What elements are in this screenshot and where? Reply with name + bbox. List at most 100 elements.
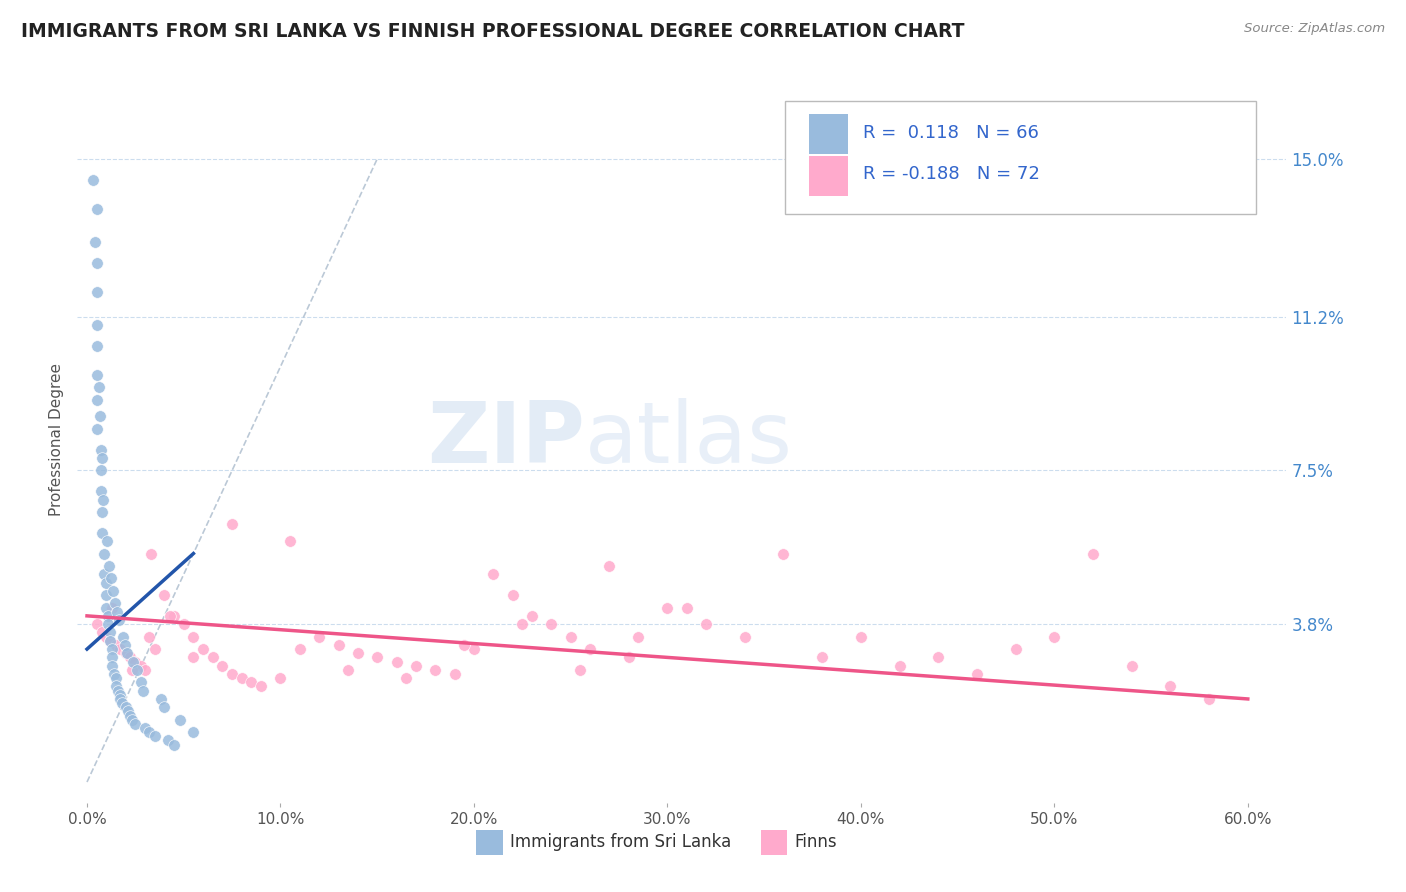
Point <box>129 658 152 673</box>
Point <box>1198 692 1220 706</box>
Point <box>93 492 115 507</box>
Point <box>201 650 224 665</box>
Point <box>124 655 146 669</box>
Point <box>101 650 124 665</box>
Point <box>395 671 418 685</box>
Point <box>105 671 128 685</box>
Point <box>1159 680 1181 694</box>
Point <box>96 534 118 549</box>
Text: R =  0.118   N = 66: R = 0.118 N = 66 <box>863 123 1039 142</box>
Point <box>83 235 105 249</box>
Point <box>104 596 127 610</box>
Point <box>221 667 243 681</box>
Text: Finns: Finns <box>794 833 837 852</box>
Point <box>385 655 408 669</box>
Point <box>111 630 134 644</box>
Point <box>108 692 131 706</box>
Point <box>163 738 186 752</box>
Point <box>211 658 233 673</box>
Point <box>173 617 195 632</box>
Text: Immigrants from Sri Lanka: Immigrants from Sri Lanka <box>510 833 731 852</box>
Point <box>139 547 162 561</box>
Point <box>98 625 121 640</box>
Point <box>337 663 360 677</box>
Point <box>91 505 114 519</box>
Point <box>108 642 131 657</box>
Point <box>138 725 160 739</box>
Point <box>121 713 143 727</box>
Point <box>96 575 118 590</box>
Point <box>347 646 370 660</box>
Point <box>90 442 112 457</box>
Point <box>138 630 160 644</box>
Point <box>889 658 911 673</box>
Point <box>579 642 602 657</box>
Point <box>86 318 108 332</box>
Bar <box>477 830 503 855</box>
Point <box>114 646 136 660</box>
Point <box>1043 630 1066 644</box>
Point <box>143 642 166 657</box>
Point <box>115 646 138 660</box>
Point <box>927 650 949 665</box>
Point <box>772 547 794 561</box>
Point <box>114 638 136 652</box>
Text: Source: ZipAtlas.com: Source: ZipAtlas.com <box>1244 22 1385 36</box>
Point <box>569 663 592 677</box>
Point <box>87 380 110 394</box>
Point <box>598 559 620 574</box>
Point <box>108 613 131 627</box>
Point <box>405 658 427 673</box>
Point <box>520 608 543 623</box>
Point <box>82 172 104 186</box>
Point <box>1081 547 1104 561</box>
Point <box>90 450 112 465</box>
Text: IMMIGRANTS FROM SRI LANKA VS FINNISH PROFESSIONAL DEGREE CORRELATION CHART: IMMIGRANTS FROM SRI LANKA VS FINNISH PRO… <box>21 22 965 41</box>
Point <box>111 696 134 710</box>
Point <box>453 638 475 652</box>
FancyBboxPatch shape <box>785 102 1257 214</box>
Point <box>101 600 124 615</box>
Point <box>240 675 263 690</box>
Point <box>463 642 485 657</box>
Point <box>118 650 141 665</box>
Point <box>89 409 111 424</box>
Point <box>159 608 181 623</box>
Point <box>153 700 176 714</box>
Point <box>510 617 533 632</box>
Point <box>157 733 180 747</box>
Point <box>114 700 136 714</box>
Point <box>250 680 273 694</box>
Point <box>117 705 139 719</box>
Point <box>93 567 115 582</box>
Point <box>231 671 253 685</box>
Point <box>118 708 141 723</box>
Point <box>86 368 108 382</box>
Point <box>101 642 124 657</box>
Point <box>627 630 650 644</box>
Point <box>425 663 447 677</box>
Point <box>105 605 128 619</box>
Point <box>1121 658 1143 673</box>
Point <box>121 663 143 677</box>
Point <box>96 630 118 644</box>
Point <box>191 642 214 657</box>
Bar <box>761 830 787 855</box>
Point <box>91 625 114 640</box>
Point <box>134 721 156 735</box>
Point <box>122 655 145 669</box>
Point <box>183 725 205 739</box>
Point <box>849 630 872 644</box>
Point <box>617 650 640 665</box>
Point <box>107 683 129 698</box>
Point <box>97 617 120 632</box>
Point <box>695 617 717 632</box>
Point <box>269 671 291 685</box>
Bar <box>808 156 848 195</box>
Point <box>328 638 350 652</box>
Point <box>149 692 172 706</box>
Point <box>86 256 108 270</box>
Point <box>366 650 388 665</box>
Text: atlas: atlas <box>585 398 793 481</box>
Point <box>502 588 524 602</box>
